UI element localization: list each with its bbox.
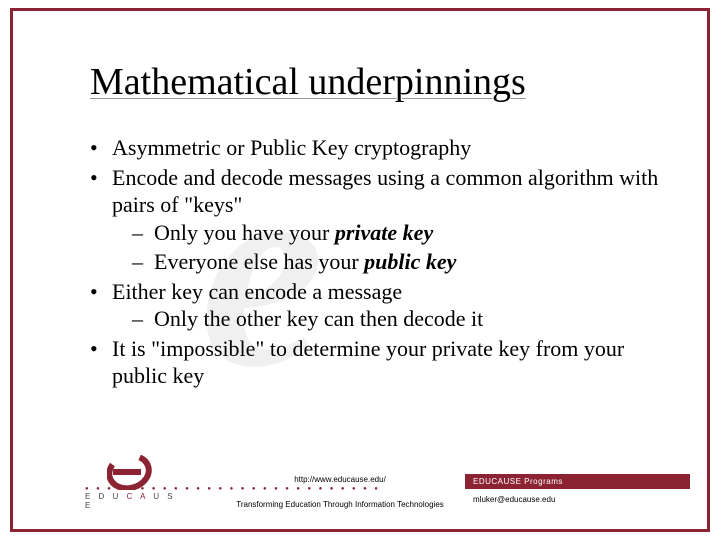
footer: E D U C A U S E ● ● ● ● ● ● ● ● ● ● ● ● … bbox=[85, 450, 690, 520]
footer-right: EDUCAUSE Programs mluker@educause.edu bbox=[465, 474, 690, 504]
bullet-list: Asymmetric or Public Key cryptography En… bbox=[90, 134, 660, 390]
footer-email: mluker@educause.edu bbox=[465, 489, 690, 504]
sub-item: Only you have your private key bbox=[132, 219, 660, 247]
bullet-item: It is "impossible" to determine your pri… bbox=[90, 335, 660, 390]
content-area: Mathematical underpinnings Asymmetric or… bbox=[0, 0, 720, 390]
emphasis: public key bbox=[364, 249, 456, 274]
sub-item: Only the other key can then decode it bbox=[132, 305, 660, 333]
bullet-item: Either key can encode a message Only the… bbox=[90, 278, 660, 333]
border-bottom bbox=[10, 529, 710, 532]
logo-wordmark: E D U C A U S E bbox=[85, 492, 185, 510]
bullet-text: Encode and decode messages using a commo… bbox=[112, 165, 658, 218]
sub-text: Only you have your bbox=[154, 220, 335, 245]
educause-logo: E D U C A U S E bbox=[85, 450, 185, 505]
sub-list: Only the other key can then decode it bbox=[132, 305, 660, 333]
emphasis: private key bbox=[335, 220, 433, 245]
sub-text: Everyone else has your bbox=[154, 249, 364, 274]
footer-tagline: Transforming Education Through Informati… bbox=[225, 500, 455, 509]
footer-url: http://www.educause.edu/ bbox=[225, 475, 455, 484]
slide: e Mathematical underpinnings Asymmetric … bbox=[0, 0, 720, 540]
sub-list: Only you have your private key Everyone … bbox=[132, 219, 660, 276]
slide-title: Mathematical underpinnings bbox=[90, 60, 660, 104]
dotted-divider: ● ● ● ● ● ● ● ● ● ● ● ● ● ● ● ● ● ● ● ● … bbox=[85, 486, 380, 494]
programs-bar: EDUCAUSE Programs bbox=[465, 474, 690, 489]
sub-item: Everyone else has your public key bbox=[132, 248, 660, 276]
bullet-item: Asymmetric or Public Key cryptography bbox=[90, 134, 660, 162]
bullet-text: Either key can encode a message bbox=[112, 279, 402, 304]
logo-e-icon bbox=[107, 450, 155, 490]
bullet-item: Encode and decode messages using a commo… bbox=[90, 164, 660, 276]
